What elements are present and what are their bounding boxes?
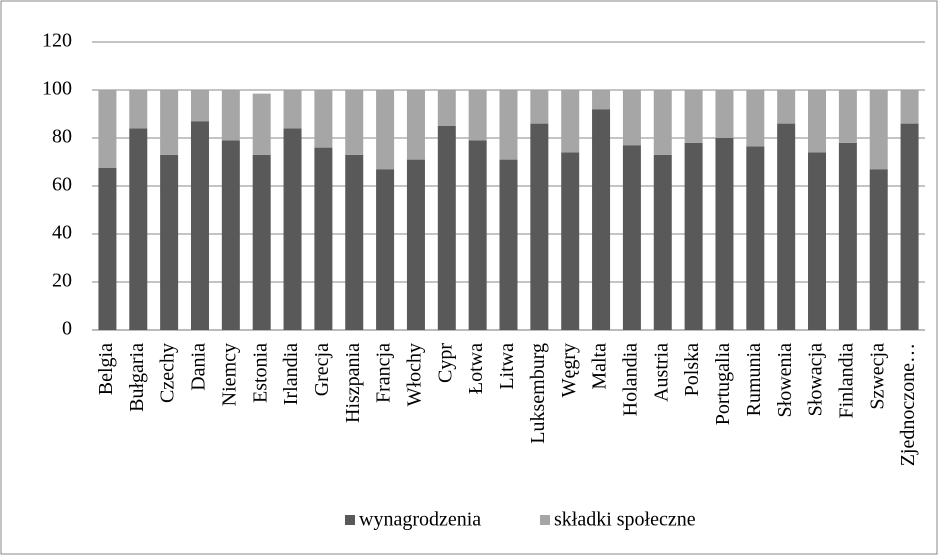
bar-segment <box>314 90 333 148</box>
x-tick-label: Irlandia <box>280 343 302 405</box>
x-tick-label: Zjednoczone… <box>897 343 919 466</box>
x-tick-label: Belgia <box>95 343 117 395</box>
x-tick-label: Austria <box>650 343 672 402</box>
y-tick-label: 40 <box>52 222 72 244</box>
bar-segment <box>530 90 549 124</box>
y-tick-label: 60 <box>52 174 72 196</box>
bar-segment <box>160 90 179 155</box>
bar-segment <box>252 93 271 155</box>
bar-segment <box>376 90 395 170</box>
bar-segment <box>221 90 240 141</box>
x-tick-label: Czechy <box>157 343 179 403</box>
bar-segment <box>252 154 271 330</box>
bar-segment <box>622 145 641 330</box>
legend-label: składki społeczne <box>554 509 696 531</box>
x-tick-label: Włochy <box>404 343 426 406</box>
x-tick-label: Łotwa <box>465 343 487 394</box>
x-tick-label: Szwecja <box>866 343 888 410</box>
bar-segment <box>653 90 672 155</box>
bar-segment <box>869 169 888 330</box>
x-tick-label: Niemcy <box>218 343 240 406</box>
y-tick-label: 100 <box>42 78 72 100</box>
bar-segment <box>160 154 179 330</box>
bar-segment <box>808 152 827 330</box>
bar-segment <box>900 90 919 124</box>
bar-segment <box>221 140 240 330</box>
bar-segment <box>283 90 302 129</box>
y-tick-label: 120 <box>42 30 72 52</box>
x-tick-label: Luksemburg <box>527 343 549 444</box>
legend-label: wynagrodzenia <box>359 509 481 531</box>
bar-segment <box>345 154 364 330</box>
bar-segment <box>98 90 117 168</box>
bar-segment <box>777 123 796 330</box>
bar-segment <box>406 90 425 160</box>
y-tick-label: 0 <box>62 318 72 340</box>
bar-segment <box>190 90 209 122</box>
x-tick-label: Portugalia <box>712 343 734 425</box>
x-tick-label: Słowacja <box>805 343 827 416</box>
y-tick-label: 80 <box>52 126 72 148</box>
bar-segment <box>406 159 425 330</box>
x-tick-label: Francja <box>373 343 395 403</box>
x-tick-label: Słowenia <box>774 343 796 418</box>
bar-segment <box>376 169 395 330</box>
bar-segment <box>561 90 580 153</box>
bar-segment <box>715 90 734 138</box>
x-tick-label: Holandia <box>620 343 642 416</box>
legend-swatch <box>345 515 355 525</box>
bar-segment <box>98 168 117 330</box>
bar-segment <box>838 142 857 330</box>
x-tick-label: Hiszpania <box>342 343 364 423</box>
bar-segment <box>869 90 888 170</box>
bar-segment <box>715 138 734 330</box>
x-tick-label: Estonia <box>249 343 271 403</box>
bar-segment <box>808 90 827 153</box>
bar-segment <box>283 128 302 330</box>
x-tick-label: Dania <box>188 343 210 391</box>
y-tick-label: 20 <box>52 270 72 292</box>
x-tick-label: Węgry <box>558 343 580 397</box>
bar-segment <box>314 147 333 330</box>
bar-segment <box>900 123 919 330</box>
bar-segment <box>499 159 518 330</box>
bar-segment <box>190 121 209 330</box>
x-tick-label: Cypr <box>434 343 456 383</box>
x-tick-label: Bułgaria <box>126 343 148 412</box>
legend-swatch <box>540 515 550 525</box>
bar-segment <box>468 90 487 141</box>
bar-segment <box>129 90 148 129</box>
x-tick-label: Finlandia <box>835 343 857 419</box>
x-tick-label: Polska <box>681 343 703 396</box>
bar-segment <box>684 142 703 330</box>
x-tick-label: Rumunia <box>743 343 765 416</box>
x-tick-label: Grecja <box>311 343 333 396</box>
bar-segment <box>468 140 487 330</box>
bar-segment <box>345 90 364 155</box>
bar-segment <box>561 152 580 330</box>
bar-segment <box>838 90 857 143</box>
bar-segment <box>746 146 765 330</box>
bar-segment <box>592 109 611 330</box>
x-tick-label: Litwa <box>496 343 518 390</box>
bar-segment <box>746 90 765 147</box>
bar-segment <box>684 90 703 143</box>
bar-segment <box>129 128 148 330</box>
bar-segment <box>437 90 456 126</box>
bar-segment <box>777 90 796 124</box>
bar-segment <box>622 90 641 146</box>
bar-segment <box>437 126 456 330</box>
bar-segment <box>592 90 611 110</box>
bar-segment <box>653 154 672 330</box>
bar-segment <box>530 123 549 330</box>
bar-segment <box>499 90 518 160</box>
x-tick-label: Malta <box>589 343 611 390</box>
